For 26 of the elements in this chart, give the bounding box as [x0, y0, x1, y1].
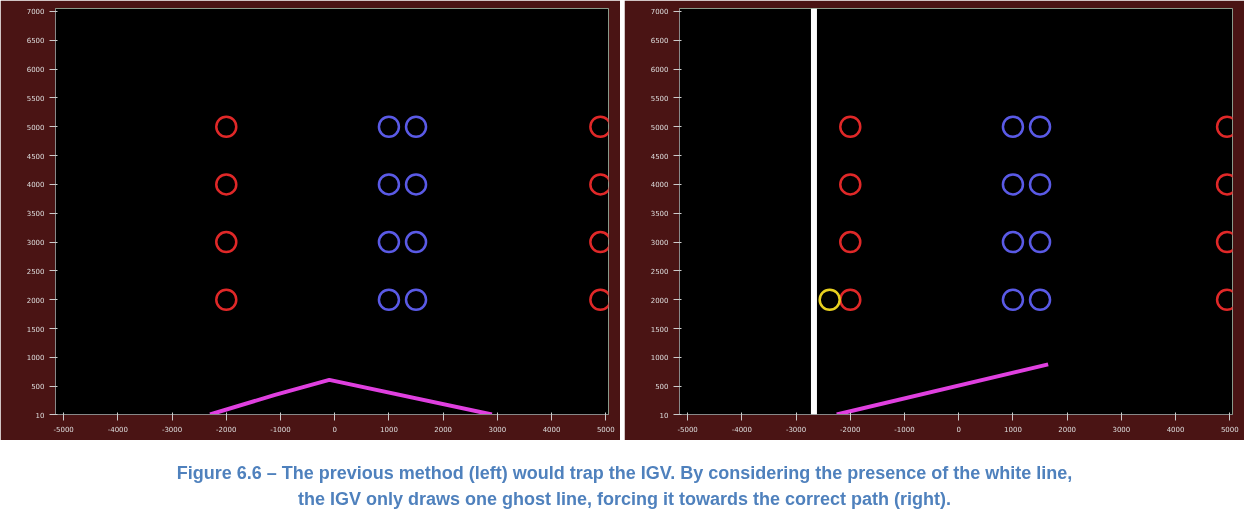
- point: [589, 288, 609, 311]
- point: [377, 173, 401, 196]
- point: [818, 288, 841, 311]
- point: [215, 230, 238, 254]
- point: [589, 173, 609, 196]
- point: [1028, 173, 1052, 196]
- point: [1028, 288, 1052, 311]
- point: [404, 115, 428, 138]
- point: [1001, 288, 1025, 311]
- point: [377, 288, 401, 311]
- point: [1028, 115, 1052, 138]
- point: [377, 230, 401, 254]
- point: [404, 288, 428, 311]
- point: [1001, 173, 1025, 196]
- point: [1001, 230, 1025, 254]
- point: [377, 115, 401, 138]
- point: [215, 288, 238, 311]
- point: [404, 173, 428, 196]
- point: [404, 230, 428, 254]
- point: [589, 230, 609, 254]
- point: [215, 115, 238, 138]
- point: [589, 115, 609, 138]
- point: [1001, 115, 1025, 138]
- point: [1028, 230, 1052, 254]
- point: [215, 173, 238, 196]
- caption: Figure 6.6 – The previous method (left) would trap the IGV. By considering the presence of the white line, the IGV only draws one ghost line, forcing it towards the correct path (right).: [176, 462, 1073, 509]
